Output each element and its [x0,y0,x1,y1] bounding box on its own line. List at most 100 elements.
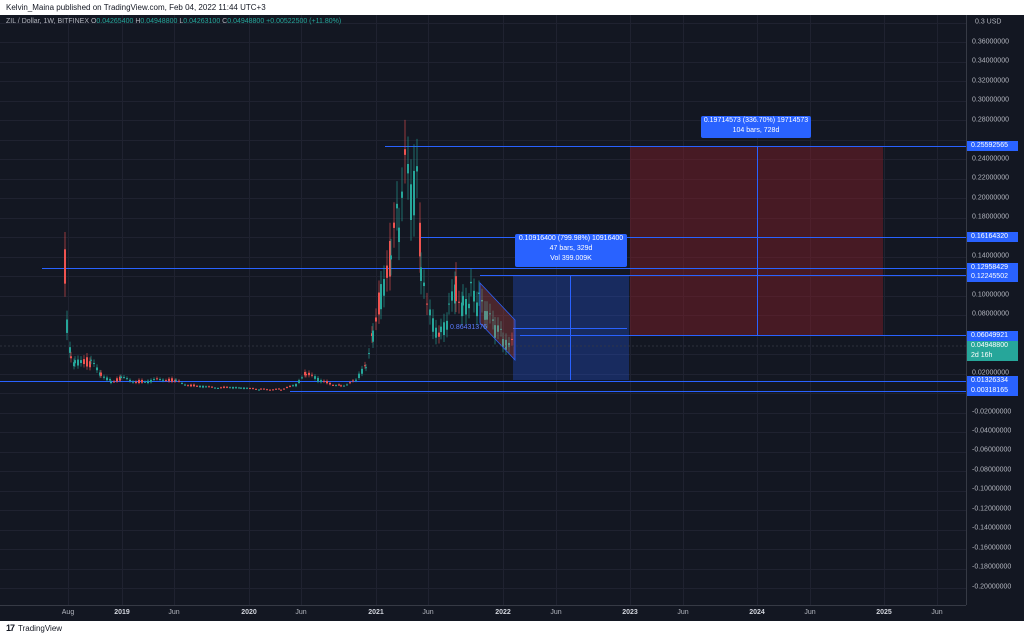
blue-measure-callout[interactable]: 0.10916400 (799.98%) 10916400 47 bars, 3… [515,234,627,267]
price-tick: 0.36000000 [972,38,1009,46]
candle-body [420,267,422,281]
candle-body [497,325,499,332]
candle-body [252,388,254,390]
candle-body [335,385,337,387]
level-line-4[interactable] [480,275,966,276]
candle-body [171,378,173,382]
candle-body [162,379,164,381]
candle-body [448,303,450,305]
candle-body [349,382,351,384]
price-label-l2: 0.16164320 [967,232,1018,242]
candle-body [196,385,198,387]
candle-body [168,378,170,382]
level-line-1[interactable] [385,146,966,147]
time-tick: Jun [677,609,689,616]
candle-body [494,325,496,338]
candle-body [305,373,307,376]
candle-body [144,381,146,383]
candle-body [326,380,328,384]
level-line-5[interactable] [520,335,966,336]
price-tick: 0.14000000 [972,252,1009,260]
candle-body [156,378,158,380]
time-tick: Jun [804,609,816,616]
candle-body [100,372,102,376]
price-label-l5: 0.06049921 [967,331,1018,341]
price-label-l3: 0.12958429 [967,263,1018,273]
candle-body [90,359,92,361]
red-measure-callout[interactable]: 0.19714573 (336.70%) 19714573 104 bars, … [701,116,811,138]
candle-body [86,357,88,367]
candle-body [511,338,513,340]
candle-body [199,385,201,388]
candle-body [278,388,280,390]
candle-body [181,382,183,384]
price-tick: 0.18000000 [972,213,1009,221]
candle-body [386,265,388,278]
candle-body [378,292,380,315]
candle-body [243,387,245,389]
bar-countdown: 2d 16h [971,352,993,359]
candle-body [470,281,472,284]
candle-body [478,292,480,294]
candle-body [407,163,409,174]
candle-body [343,385,345,387]
candle-body [109,379,111,381]
level-line-3[interactable] [42,268,966,269]
low-value: 0.04263100 [183,18,221,25]
chart-pane[interactable]: 0.86431376 0.19714573 (336.70%) 19714573… [0,15,1024,621]
candle-body [295,384,297,387]
candle-body [375,317,377,322]
symbol-legend[interactable]: ZIL / Dollar, 1W, BITFINEX O0.04265400 H… [6,18,342,25]
publisher-caption: Kelvin_Maina published on TradingView.co… [6,3,266,12]
candle-body [119,376,121,381]
candle-body [235,387,237,389]
price-tick: -0.14000000 [972,524,1012,532]
candle-body [368,352,370,354]
price-label-l1: 0.25592565 [967,141,1018,151]
close-value: 0.04948800 [227,18,265,25]
falling-channel [479,281,516,362]
candle-body [80,360,82,364]
candle-body [416,166,418,172]
candle-body [66,319,68,333]
candle-body [298,380,300,383]
candle-body [205,386,207,388]
candle-body [340,385,342,387]
candle-body [220,387,222,389]
time-axis[interactable]: Aug 2019 Jun 2020 Jun 2021 Jun 2022 Jun 2023 Jun 20… [0,605,966,621]
candle-body [455,276,457,302]
change-value: +0.00522500 (+11.80%) [266,18,342,25]
price-axis[interactable]: 0.3 USD 0.25592565 0.16164320 0.12958429… [966,15,1024,605]
candle-body [165,380,167,382]
level-line-7[interactable] [290,391,966,392]
candle-body [232,387,234,389]
level-line-2[interactable] [420,237,966,238]
price-tick: -0.20000000 [972,583,1012,591]
price-tick: -0.08000000 [972,466,1012,474]
candle-body [286,387,288,389]
candle-body [269,389,271,391]
candle-body [238,387,240,389]
tradingview-logo-icon: 17 [6,623,15,633]
candle-body [505,339,507,350]
candle-body [69,347,71,353]
candle-body [272,389,274,391]
candle-body [275,388,277,390]
candle-body [383,279,385,296]
symbol-name: ZIL / Dollar, 1W, BITFINEX [6,18,89,25]
candle-body [364,365,366,367]
price-tick-top: 0.3 USD [975,18,1002,26]
long-position-box[interactable] [630,146,883,335]
price-tick: -0.16000000 [972,544,1012,552]
candle-body [446,320,448,330]
candle-body [355,379,357,381]
candle-body [249,388,251,390]
candle-body [365,367,367,369]
level-line-6[interactable] [0,381,966,382]
candle-body [451,291,453,301]
price-tick: 0.10000000 [972,291,1009,299]
candle-body [116,378,118,382]
candle-body [138,379,140,384]
candle-body [440,326,442,333]
current-price-label: 0.04948800 2d 16h [967,341,1018,361]
